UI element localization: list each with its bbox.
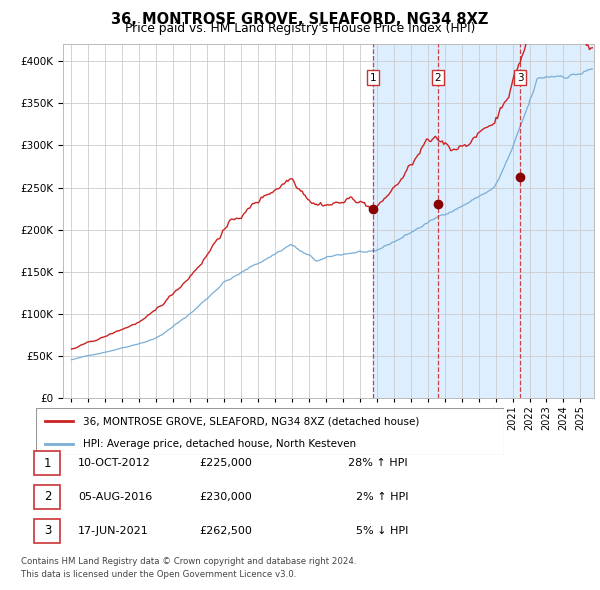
Text: 05-AUG-2016: 05-AUG-2016 [78,492,152,502]
FancyBboxPatch shape [34,485,61,509]
Text: 2: 2 [434,73,441,83]
FancyBboxPatch shape [34,519,61,543]
Text: 1: 1 [44,457,51,470]
Text: £262,500: £262,500 [199,526,252,536]
Text: 5% ↓ HPI: 5% ↓ HPI [356,526,408,536]
Text: 10-OCT-2012: 10-OCT-2012 [78,458,151,468]
Text: £225,000: £225,000 [199,458,252,468]
Text: 2: 2 [44,490,51,503]
Text: Contains HM Land Registry data © Crown copyright and database right 2024.: Contains HM Land Registry data © Crown c… [21,558,356,566]
Text: 2% ↑ HPI: 2% ↑ HPI [356,492,408,502]
FancyBboxPatch shape [34,451,61,475]
Text: 36, MONTROSE GROVE, SLEAFORD, NG34 8XZ (detached house): 36, MONTROSE GROVE, SLEAFORD, NG34 8XZ (… [83,417,419,427]
Text: 36, MONTROSE GROVE, SLEAFORD, NG34 8XZ: 36, MONTROSE GROVE, SLEAFORD, NG34 8XZ [112,12,488,27]
Text: 28% ↑ HPI: 28% ↑ HPI [349,458,408,468]
Text: HPI: Average price, detached house, North Kesteven: HPI: Average price, detached house, Nort… [83,439,356,448]
Text: 1: 1 [370,73,376,83]
Text: This data is licensed under the Open Government Licence v3.0.: This data is licensed under the Open Gov… [21,571,296,579]
Text: 3: 3 [517,73,524,83]
Text: £230,000: £230,000 [199,492,252,502]
Text: Price paid vs. HM Land Registry's House Price Index (HPI): Price paid vs. HM Land Registry's House … [125,22,475,35]
Text: 3: 3 [44,525,51,537]
Text: 17-JUN-2021: 17-JUN-2021 [78,526,149,536]
Bar [373,44,594,398]
FancyBboxPatch shape [36,408,504,455]
